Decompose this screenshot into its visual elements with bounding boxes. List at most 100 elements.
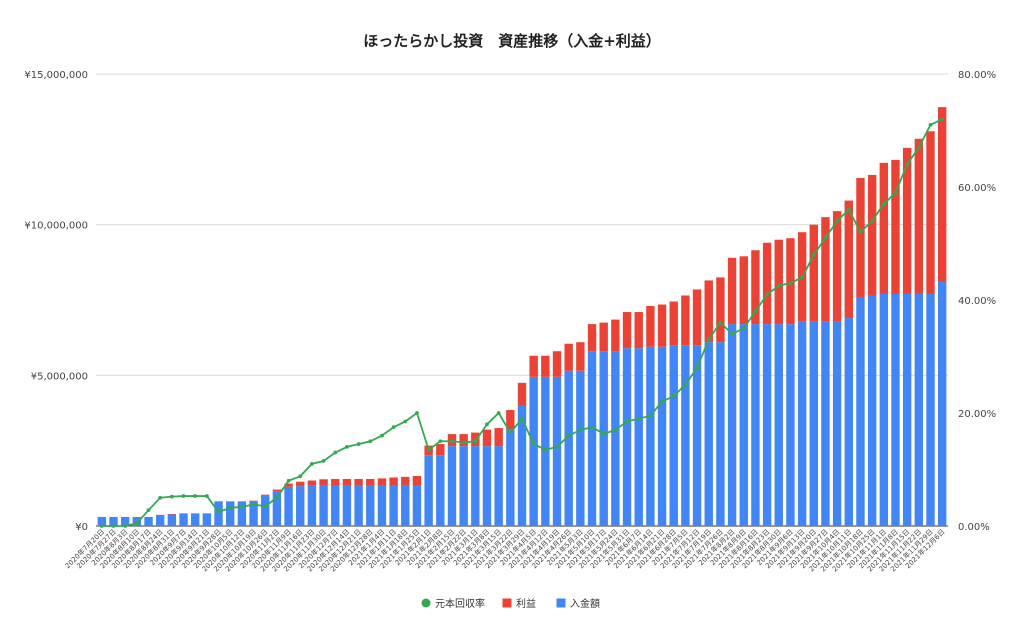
- bar-deposit: [424, 455, 433, 526]
- bar-profit: [751, 250, 760, 325]
- rate-point: [380, 433, 384, 438]
- bar-profit: [412, 475, 422, 486]
- bar-deposit: [797, 321, 807, 526]
- bars: [97, 107, 947, 526]
- legend-marker: [502, 598, 512, 608]
- rate-point: [660, 399, 664, 404]
- bar-profit: [389, 477, 398, 486]
- bar-deposit: [891, 293, 900, 526]
- bar-profit: [237, 501, 247, 502]
- rate-point: [718, 320, 723, 325]
- bar-profit: [611, 319, 620, 352]
- bar-deposit: [762, 324, 772, 526]
- bar-deposit: [587, 351, 597, 526]
- rate-point: [636, 416, 641, 421]
- y-tick-left: ¥0: [75, 522, 88, 533]
- bar-profit: [622, 312, 632, 349]
- rate-point: [286, 478, 291, 483]
- bar-profit: [482, 429, 492, 447]
- bar-deposit: [634, 348, 643, 526]
- rate-point: [881, 202, 886, 206]
- bar-deposit: [856, 296, 865, 526]
- bar-deposit: [552, 376, 562, 526]
- bar-profit: [261, 494, 270, 496]
- bar-deposit: [879, 293, 889, 526]
- bar-profit: [844, 200, 853, 319]
- rate-point: [706, 337, 711, 342]
- rate-point: [601, 432, 606, 436]
- bar-profit: [296, 481, 305, 487]
- bar-deposit: [389, 485, 398, 526]
- bar-deposit: [926, 293, 935, 526]
- rate-point: [905, 162, 910, 167]
- y-tick-right: 0.00%: [958, 522, 990, 533]
- y-tick-right: 60.00%: [958, 183, 996, 194]
- rate-point: [508, 430, 513, 435]
- bar-deposit: [179, 513, 188, 526]
- bar-profit: [646, 306, 655, 347]
- bar-deposit: [657, 346, 667, 526]
- bar-deposit: [447, 446, 457, 526]
- rate-line: [99, 117, 945, 528]
- bar-profit: [354, 478, 363, 486]
- rate-point: [683, 382, 688, 387]
- bar-profit: [226, 501, 235, 502]
- bar-profit: [436, 444, 445, 456]
- bar-profit: [599, 322, 608, 352]
- bar-deposit: [155, 515, 165, 526]
- legend: 元本回収率 利益 入金額: [421, 597, 600, 610]
- bar-profit: [576, 342, 585, 371]
- bar-profit: [809, 224, 818, 322]
- bar-profit: [681, 295, 690, 346]
- legend-marker: [556, 598, 566, 608]
- rate-point: [391, 425, 396, 430]
- rate-point: [263, 504, 268, 509]
- bar-deposit: [401, 485, 410, 526]
- rate-point: [111, 524, 116, 528]
- bar-profit: [669, 301, 678, 346]
- y-tick-left: ¥5,000,000: [31, 371, 88, 382]
- bar-profit: [179, 513, 188, 514]
- bar-deposit: [296, 486, 305, 526]
- bar-profit: [366, 478, 375, 486]
- bar-deposit: [459, 446, 468, 526]
- bar-deposit: [120, 516, 130, 526]
- rate-point: [893, 190, 898, 195]
- rate-point: [123, 524, 128, 528]
- bar-deposit: [739, 324, 748, 526]
- bar-profit: [902, 147, 912, 294]
- bar-deposit: [412, 485, 422, 526]
- bar-deposit: [319, 485, 328, 526]
- bar-deposit: [366, 485, 375, 526]
- bar-profit: [727, 257, 737, 325]
- rate-point: [835, 219, 840, 223]
- bar-deposit: [214, 501, 223, 526]
- bar-deposit: [494, 446, 503, 526]
- bar-profit: [926, 131, 935, 294]
- bar-deposit: [704, 342, 713, 526]
- bar-deposit: [564, 370, 573, 526]
- rate-point: [356, 442, 361, 446]
- bar-deposit: [669, 345, 678, 526]
- bar-deposit: [167, 514, 177, 526]
- bar-profit: [704, 280, 713, 343]
- rate-point: [566, 433, 571, 438]
- rate-point: [811, 252, 816, 257]
- bar-deposit: [482, 446, 492, 526]
- rate-point: [928, 122, 933, 127]
- bar-deposit: [506, 429, 515, 526]
- bar-profit: [879, 162, 889, 294]
- bar-deposit: [331, 485, 340, 526]
- rate-point: [415, 411, 419, 415]
- rate-point: [625, 419, 629, 424]
- bar-profit: [191, 513, 200, 514]
- bar-deposit: [844, 318, 853, 526]
- rate-point: [461, 440, 466, 445]
- bar-profit: [307, 480, 317, 486]
- rate-point: [741, 326, 746, 331]
- bar-profit: [506, 409, 515, 430]
- bar-profit: [459, 434, 468, 447]
- y-axis-left: ¥0 ¥5,000,000 ¥10,000,000 ¥15,000,000: [24, 70, 88, 533]
- bar-profit: [564, 343, 573, 371]
